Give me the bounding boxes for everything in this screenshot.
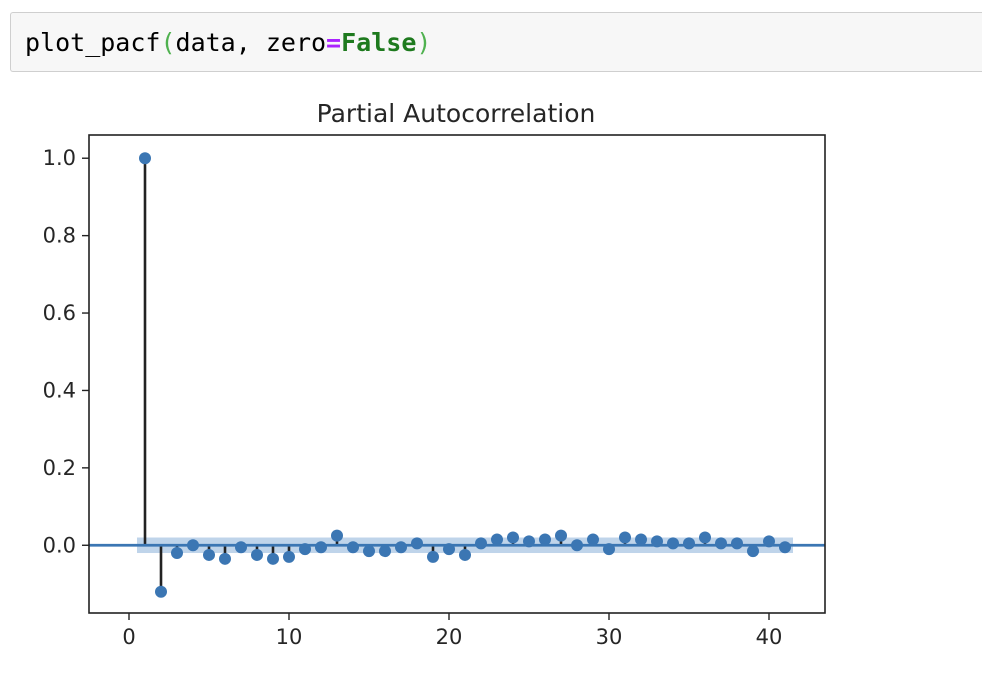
pacf-point-lag-4: [187, 539, 199, 552]
y-tick-label-0.2: 0.2: [43, 456, 76, 480]
plot-frame: [88, 134, 826, 614]
pacf-point-lag-24: [507, 531, 519, 544]
pacf-point-lag-38: [731, 537, 743, 550]
pacf-chart: Partial Autocorrelation 0 10 20 30 400.00.20…: [43, 99, 826, 649]
x-tick-label-30: 30: [596, 625, 623, 649]
pacf-point-lag-19: [427, 550, 439, 563]
pacf-point-lag-11: [299, 543, 311, 556]
x-tick-label-10: 10: [276, 625, 303, 649]
cell-output: Partial Autocorrelation 0 10 20 30 40 0.0 0.2 0…: [0, 80, 982, 682]
pacf-point-lag-8: [251, 548, 263, 561]
pacf-point-lag-1: [139, 152, 151, 165]
code-function-name: plot_pacf: [25, 28, 161, 57]
code-arguments: data, zero: [175, 28, 327, 57]
pacf-point-lag-25: [523, 535, 535, 548]
pacf-point-lag-20: [443, 543, 455, 556]
y-tick-label-1: 1.0: [43, 146, 76, 170]
pacf-point-lag-7: [235, 541, 247, 554]
pacf-point-lag-31: [619, 531, 631, 544]
pacf-point-lag-16: [379, 545, 391, 558]
pacf-point-lag-5: [203, 548, 215, 561]
axes-layer: 0 10 20 30 40 0.0 0.2 0.4 0.6 0.8 1.0: [43, 146, 783, 649]
pacf-point-lag-13: [331, 529, 343, 542]
pacf-point-lag-28: [571, 539, 583, 552]
code-open-paren: (: [160, 28, 176, 57]
pacf-point-lag-23: [491, 533, 503, 546]
pacf-point-lag-14: [347, 541, 359, 554]
pacf-point-lag-10: [283, 550, 295, 563]
code-cell-input[interactable]: plot_pacf(data, zero=False): [10, 12, 982, 72]
pacf-point-lag-32: [635, 533, 647, 546]
pacf-point-lag-21: [459, 548, 471, 561]
y-tick-label-0.6: 0.6: [43, 301, 76, 325]
y-tick-label-0: 0.0: [43, 533, 76, 557]
code-false-keyword: False: [341, 28, 417, 57]
pacf-point-lag-17: [395, 541, 407, 554]
pacf-point-lag-18: [411, 537, 423, 550]
pacf-point-lag-26: [539, 533, 551, 546]
x-tick-label-0: 0: [122, 625, 135, 649]
pacf-point-lag-6: [219, 552, 231, 565]
chart-title: Partial Autocorrelation: [317, 99, 596, 128]
pacf-point-lag-40: [763, 535, 775, 548]
pacf-point-lag-22: [475, 537, 487, 550]
pacf-point-lag-9: [267, 552, 279, 565]
pacf-point-lag-36: [699, 531, 711, 544]
x-tick-label-20: 20: [436, 625, 463, 649]
pacf-point-lag-41: [779, 541, 791, 554]
pacf-point-lag-2: [155, 585, 167, 598]
pacf-point-lag-35: [683, 537, 695, 550]
x-tick-label-40: 40: [756, 625, 783, 649]
plot-layer: [89, 152, 825, 598]
pacf-point-lag-29: [587, 533, 599, 546]
pacf-point-lag-37: [715, 537, 727, 550]
pacf-point-lag-30: [603, 543, 615, 556]
code-line: plot_pacf(data, zero=False): [25, 27, 431, 59]
y-tick-label-0.4: 0.4: [43, 378, 76, 402]
pacf-point-lag-12: [315, 541, 327, 554]
code-equals-operator: =: [326, 28, 342, 57]
y-tick-label-0.8: 0.8: [43, 224, 76, 248]
code-close-paren: ): [416, 28, 432, 57]
pacf-point-lag-3: [171, 547, 183, 560]
pacf-point-lag-27: [555, 529, 567, 542]
pacf-point-lag-34: [667, 537, 679, 550]
pacf-point-lag-15: [363, 545, 375, 558]
pacf-point-lag-33: [651, 535, 663, 548]
pacf-point-lag-39: [747, 545, 759, 558]
